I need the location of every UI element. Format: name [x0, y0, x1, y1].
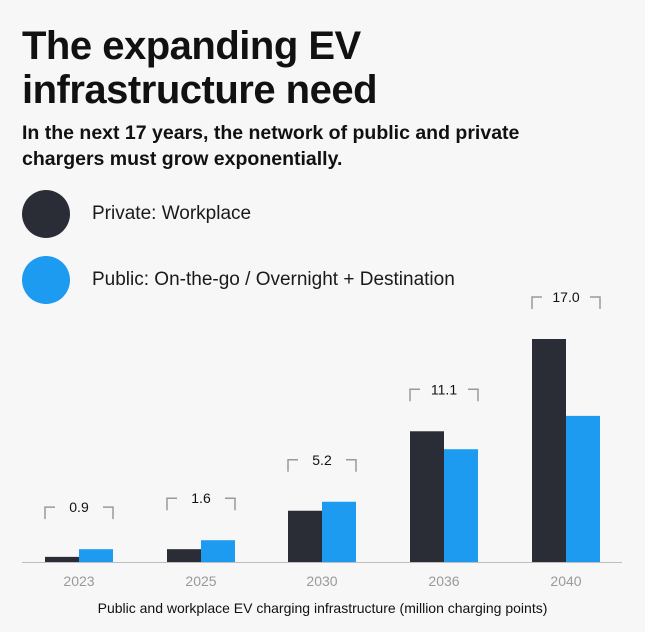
- chart-caption: Public and workplace EV charging infrast…: [97, 600, 548, 616]
- legend-swatch-public: [22, 256, 70, 304]
- bar-private-2040: [532, 339, 566, 562]
- bar-public-2025: [201, 540, 235, 562]
- legend-item-private: Private: Workplace: [22, 190, 251, 238]
- bar-public-2040: [566, 415, 600, 562]
- bar-private-2036: [410, 431, 444, 562]
- total-label: 5.2: [312, 452, 332, 468]
- legend-label-private: Private: Workplace: [92, 203, 252, 224]
- total-bracket-right: [468, 388, 479, 402]
- x-tick-label: 2040: [550, 573, 581, 589]
- total-label: 0.9: [69, 499, 89, 515]
- bar-public-2036: [444, 449, 478, 562]
- x-tick-label: 2023: [63, 573, 94, 589]
- x-tick-label: 2036: [428, 573, 459, 589]
- bar-chart: 2023 0.9 2025 1.6 2030 5.2 2036 11.1 2040 17.0: [22, 289, 622, 589]
- total-bracket-right: [103, 506, 114, 520]
- bar-private-2025: [167, 549, 201, 562]
- bar-public-2030: [322, 501, 356, 562]
- total-bracket-left: [44, 506, 55, 520]
- legend-item-public: Public: On-the-go / Overnight + Destinat…: [22, 256, 455, 304]
- x-tick-label: 2025: [185, 573, 216, 589]
- legend-swatch-private: [22, 190, 70, 238]
- total-bracket-left: [166, 497, 177, 511]
- bar-private-2030: [288, 510, 322, 562]
- total-label: 1.6: [191, 490, 211, 506]
- total-bracket-left: [409, 388, 420, 402]
- total-bracket-left: [287, 459, 298, 472]
- bar-public-2023: [79, 549, 113, 562]
- total-label: 11.1: [431, 381, 457, 397]
- total-bracket-right: [590, 296, 601, 309]
- total-bracket-right: [225, 497, 236, 511]
- legend-label-public: Public: On-the-go / Overnight + Destinat…: [92, 269, 455, 290]
- total-bracket-right: [346, 459, 357, 472]
- chart-subtitle: In the next 17 years, the network of pub…: [22, 122, 520, 170]
- chart-title: The expanding EV infrastructure need: [22, 24, 378, 112]
- total-label: 17.0: [552, 289, 579, 305]
- total-bracket-left: [531, 296, 542, 309]
- bar-private-2023: [45, 556, 79, 562]
- x-tick-label: 2030: [306, 573, 337, 589]
